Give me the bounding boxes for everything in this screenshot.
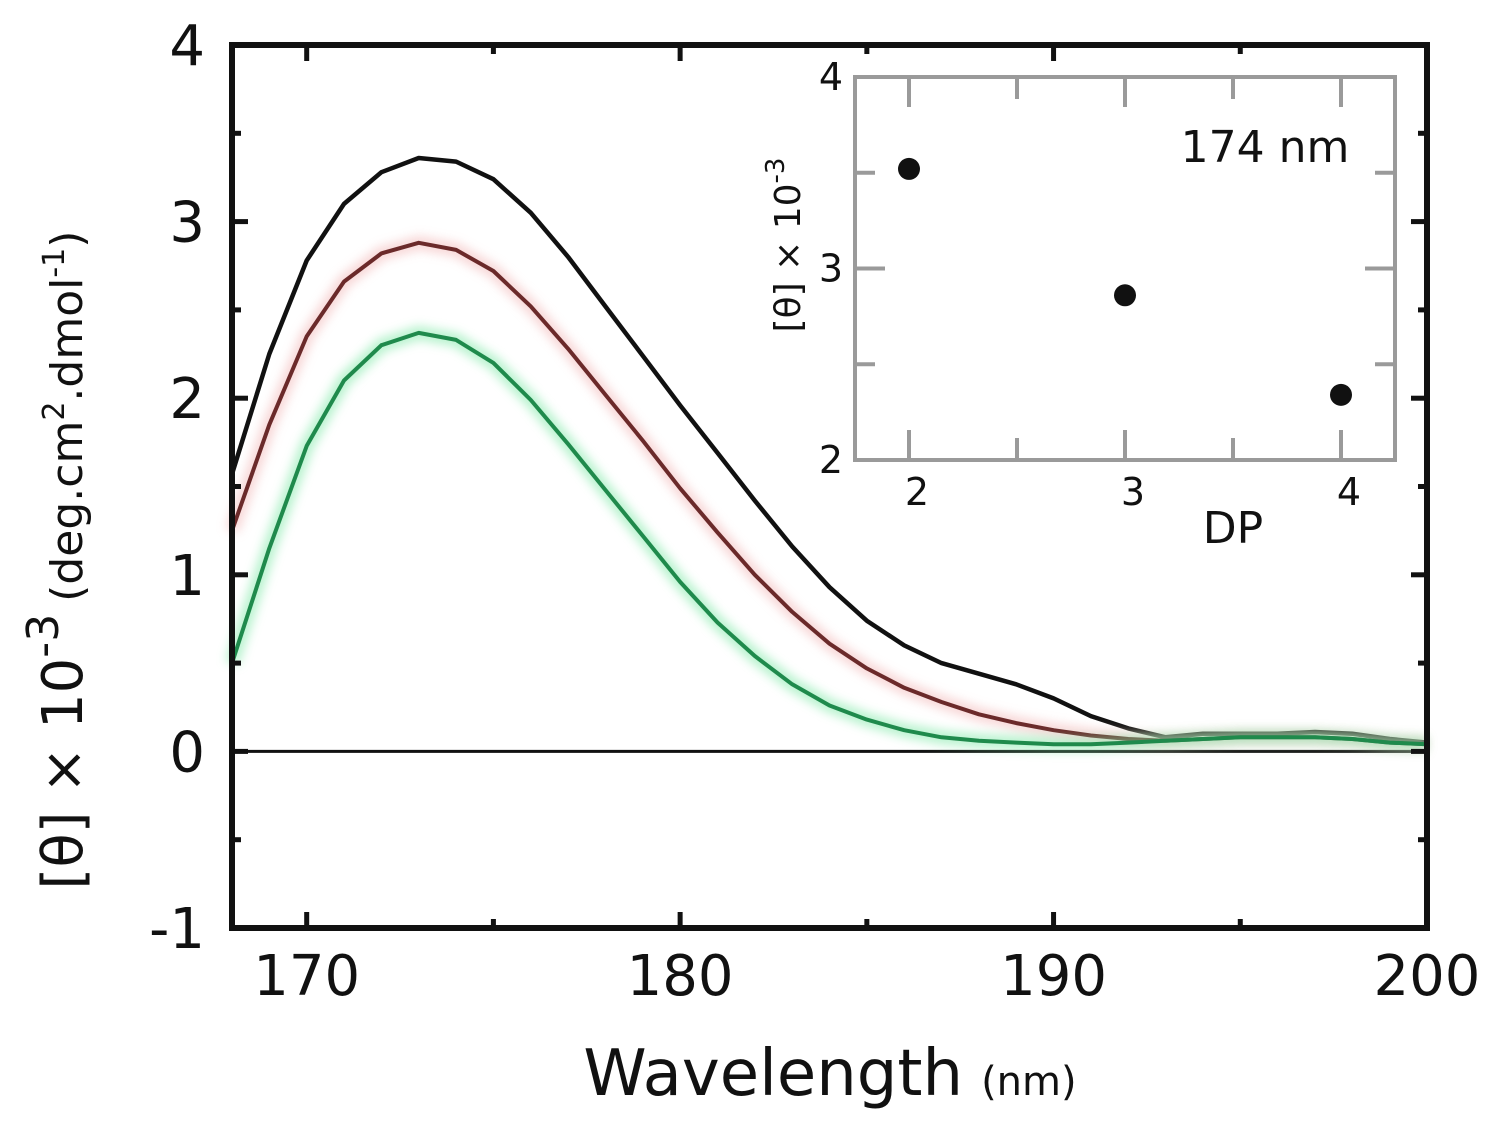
x-axis-label-unit: (nm) [981,1059,1077,1105]
y-tick-label: 4 [169,14,205,79]
inset-point-dp-4 [1330,383,1352,406]
y-axis-label: [θ] × 10-3 (deg.cm2.dmol-1) [18,231,96,890]
inset-y-tick-label: 4 [819,55,843,99]
y-axis-label-unit-exp2: -1 [37,248,72,278]
inset-annotation: 174 nm [1181,122,1350,173]
inset-x-axis-label: DP [1203,503,1263,554]
x-tick-label: 190 [1000,944,1107,1009]
inset-y-tick-label: 3 [819,247,843,291]
inset-x-tick-label: 2 [905,470,929,514]
x-tick-label: 180 [627,944,734,1009]
main-plot: 170 180 190 200 -1 0 1 2 3 4 Wavelength (nm) [θ] × 1… [18,14,1480,1111]
inset-x-tick-label: 4 [1337,470,1361,514]
inset-point-dp-3 [1114,284,1136,307]
inset-y-axis-label-exponent: -3 [761,158,791,184]
y-tick-label: 2 [169,367,205,432]
x-tick-label: 170 [253,944,360,1009]
inset-y-axis-label-prefix: [θ] × 10 [768,183,809,332]
y-axis-label-unit-exp: 2 [37,402,72,421]
inset-plot: 2 3 4 2 3 4 DP [θ] × 10-3 174 nm [761,55,1397,554]
y-axis-label-unit-end: ) [42,231,93,248]
y-tick-label: -1 [149,897,205,962]
inset-y-tick-label: 2 [819,438,843,482]
y-axis-label-exponent: -3 [18,614,69,658]
inset-x-tick-label: 3 [1121,470,1145,514]
inset-y-axis-label: [θ] × 10-3 [761,158,809,333]
x-axis-label: Wavelength (nm) [583,1037,1076,1111]
inset-frame [853,75,1397,462]
inset-point-dp-2 [898,157,920,180]
y-axis-label-unit: (deg.cm [42,421,93,602]
y-axis-label-prefix: [θ] × 10 [31,658,96,890]
y-tick-label: 1 [169,544,205,609]
series-line-3 [230,330,1429,747]
y-tick-label: 3 [169,191,205,256]
x-axis-label-main: Wavelength [583,1037,963,1111]
y-axis-label-unit-mid: .dmol [42,278,93,402]
y-tick-label: 0 [169,720,205,785]
x-tick-label: 200 [1374,944,1481,1009]
